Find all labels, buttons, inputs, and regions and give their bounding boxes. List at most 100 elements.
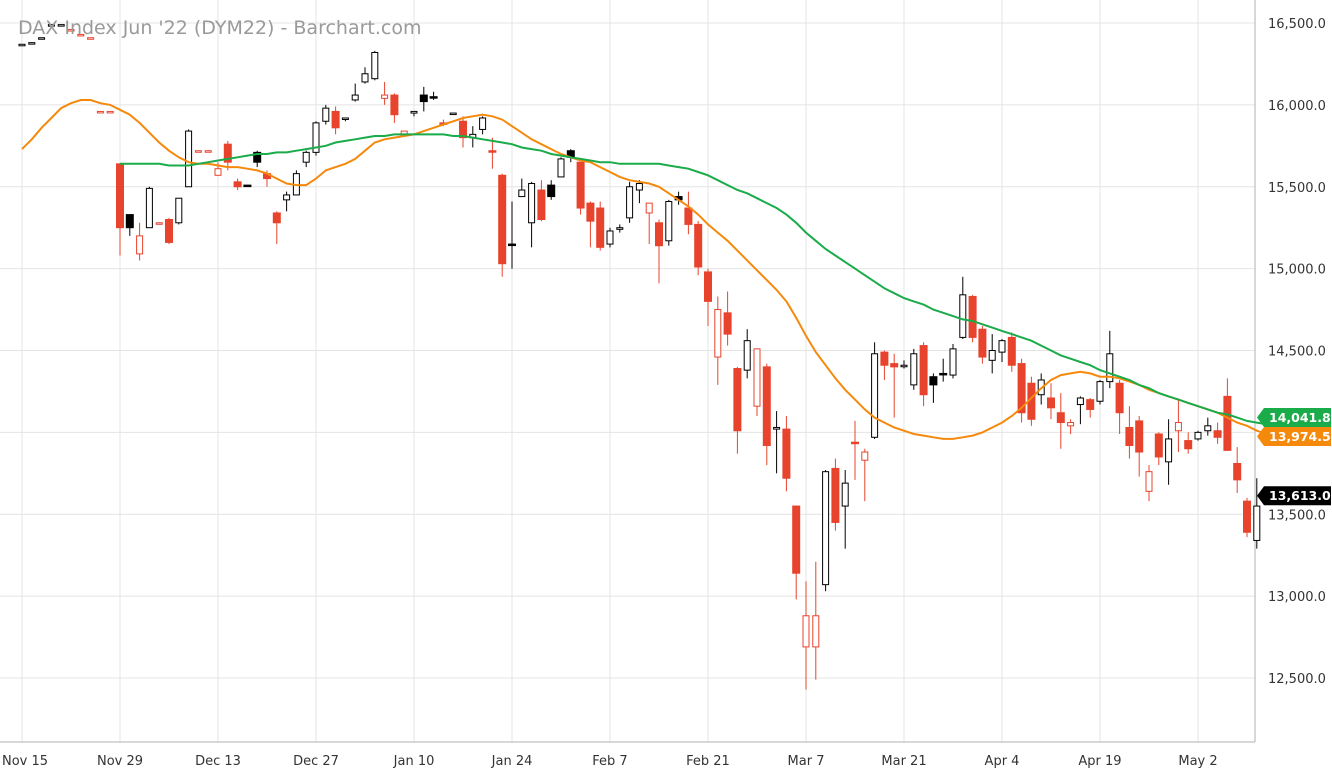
- candle: [1115, 379, 1124, 435]
- candle: [449, 112, 457, 116]
- candle: [145, 186, 153, 229]
- candle-body: [283, 194, 291, 201]
- candle-body: [557, 158, 565, 178]
- candle: [743, 329, 751, 379]
- x-tick-label: May 2: [1178, 754, 1217, 769]
- candle: [361, 67, 369, 84]
- y-tick-label: 13,500.0: [1268, 508, 1326, 523]
- candle: [919, 342, 928, 407]
- candle-body: [253, 151, 262, 163]
- candle: [96, 110, 104, 114]
- candle: [978, 325, 987, 364]
- candle-body: [626, 186, 634, 219]
- candle-body: [429, 96, 438, 99]
- candle: [351, 83, 359, 102]
- candle: [1233, 447, 1242, 493]
- candle: [518, 178, 526, 198]
- candle-body: [47, 24, 55, 27]
- candle: [125, 214, 134, 236]
- candle: [626, 181, 634, 223]
- candle-body: [890, 363, 899, 368]
- candle: [498, 173, 507, 277]
- x-tick-label: Dec 27: [293, 754, 339, 769]
- candle-body: [1017, 363, 1026, 414]
- y-tick-label: 15,000.0: [1268, 263, 1326, 278]
- candle-body: [341, 117, 349, 120]
- candle: [1106, 330, 1114, 389]
- candle-body: [18, 43, 26, 47]
- candle: [204, 150, 212, 153]
- candle-body: [272, 212, 281, 224]
- candle-body: [1253, 505, 1261, 541]
- candle-body: [861, 451, 869, 461]
- candle: [547, 180, 556, 200]
- candle-body: [576, 161, 585, 209]
- ma-line-fast: [21, 99, 1277, 440]
- candle: [831, 458, 840, 531]
- candle-body: [773, 426, 781, 430]
- candle-body: [822, 471, 830, 586]
- candle-body: [645, 202, 653, 214]
- candle: [87, 37, 95, 40]
- candle: [959, 276, 967, 340]
- candle-body: [410, 110, 418, 114]
- candle: [322, 104, 330, 125]
- candle: [67, 29, 75, 32]
- candle: [851, 420, 859, 480]
- candle: [371, 50, 379, 81]
- x-tick-label: Jan 24: [491, 754, 533, 769]
- candle: [459, 116, 467, 148]
- candle-body: [136, 235, 144, 255]
- candle-body: [684, 207, 693, 225]
- candle-body: [704, 271, 712, 302]
- candle: [175, 197, 183, 225]
- candle: [645, 202, 653, 245]
- ma-line-slow: [120, 133, 1277, 427]
- candle-body: [371, 51, 379, 80]
- candle-body: [518, 189, 526, 198]
- candle-body: [1047, 397, 1055, 409]
- candle-body: [175, 197, 183, 224]
- candle-body: [106, 110, 114, 114]
- y-tick-label: 13,000.0: [1268, 590, 1326, 605]
- y-tick-label: 14,500.0: [1268, 345, 1326, 360]
- candle: [880, 350, 889, 380]
- candle: [822, 470, 830, 592]
- candle-body: [1056, 412, 1065, 424]
- candle: [1184, 432, 1193, 454]
- candle-body: [762, 366, 771, 446]
- candle: [38, 37, 46, 40]
- candle-body: [606, 230, 614, 245]
- y-tick-label: 15,500.0: [1268, 181, 1326, 196]
- price-badge: 14,041.8: [1257, 408, 1331, 428]
- candle: [910, 348, 918, 390]
- candle: [900, 360, 908, 369]
- candle: [194, 150, 202, 153]
- candle: [1076, 396, 1084, 425]
- candle-body: [1154, 433, 1163, 458]
- price-badge-label: 13,613.0: [1269, 488, 1331, 503]
- candle: [1047, 383, 1055, 420]
- candle-body: [165, 219, 173, 243]
- candle-body: [312, 122, 320, 153]
- chart-title: DAX Index Jun '22 (DYM22) - Barchart.com: [18, 17, 421, 39]
- candle-body: [939, 372, 948, 376]
- candle-body: [1115, 382, 1124, 414]
- candle: [1165, 419, 1173, 485]
- candle: [1096, 379, 1104, 405]
- candle: [243, 184, 252, 188]
- candle-body: [919, 345, 928, 396]
- candle: [1204, 417, 1212, 436]
- x-tick-label: Feb 7: [592, 754, 627, 769]
- x-tick-label: Feb 21: [686, 754, 730, 769]
- candle-body: [547, 184, 556, 198]
- candle: [410, 110, 418, 117]
- candle: [18, 43, 26, 47]
- candle: [272, 211, 281, 245]
- candle-body: [978, 328, 987, 358]
- candle-body: [194, 150, 202, 153]
- candle-body: [28, 42, 36, 45]
- candle: [57, 24, 65, 27]
- candle-body: [155, 222, 163, 225]
